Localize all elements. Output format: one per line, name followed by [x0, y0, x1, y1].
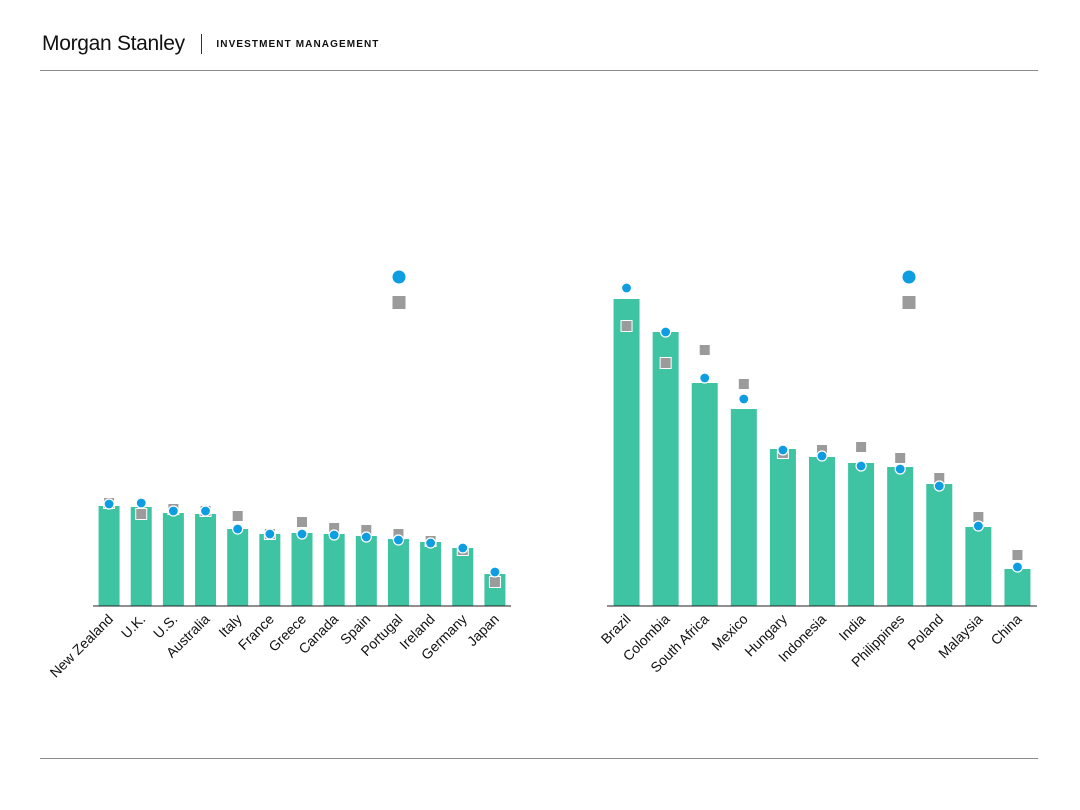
circle-marker [933, 480, 945, 492]
circle-marker [777, 444, 789, 456]
bar [887, 467, 914, 606]
circle-marker [699, 372, 711, 384]
x-tick-label: U.K. [118, 611, 149, 642]
x-tick-label: Malaysia [935, 611, 986, 662]
top-rule [40, 70, 1038, 71]
square-marker [620, 320, 633, 332]
circle-marker [972, 520, 984, 532]
circle-marker [457, 542, 469, 554]
header-tagline: INVESTMENT MANAGEMENT [216, 38, 380, 50]
bar [98, 506, 120, 606]
square-marker [296, 516, 308, 528]
square-marker [737, 378, 750, 390]
legend-square-marker [902, 296, 916, 309]
bar [259, 534, 281, 606]
square-marker [659, 357, 672, 369]
circle-marker [894, 463, 906, 475]
circle-marker [425, 537, 437, 549]
bar [452, 548, 474, 606]
legend-circle-marker [392, 270, 406, 284]
circle-marker [135, 497, 147, 509]
circle-marker [392, 534, 405, 546]
x-tick-label: New Zealand [47, 611, 117, 681]
square-marker [1011, 549, 1024, 561]
square-marker [698, 344, 711, 356]
circle-marker [360, 531, 372, 543]
bar [162, 513, 184, 606]
legend-circle-marker [902, 270, 916, 284]
header: Morgan Stanley INVESTMENT MANAGEMENT [42, 28, 380, 60]
bar [420, 542, 442, 606]
square-marker [855, 441, 868, 453]
square-marker [488, 576, 501, 588]
circle-marker [855, 460, 867, 472]
circle-marker [816, 450, 828, 462]
circle-marker [620, 282, 633, 294]
bar [387, 539, 409, 606]
bar [965, 527, 992, 606]
bar [195, 514, 217, 606]
legend-square-marker [392, 296, 406, 309]
circle-marker [296, 528, 308, 540]
bar [730, 409, 757, 606]
circle-marker [103, 498, 115, 510]
circle-marker [232, 523, 244, 535]
x-tick-label: Brazil [598, 611, 634, 647]
circle-marker [199, 505, 212, 517]
square-marker [894, 452, 907, 464]
bar [613, 299, 640, 606]
circle-marker [738, 393, 750, 405]
bar [809, 457, 835, 606]
circle-marker [328, 529, 340, 541]
bar [323, 534, 345, 606]
circle-marker [1011, 561, 1024, 573]
bottom-rule [40, 758, 1038, 759]
x-tick-label: China [987, 611, 1024, 648]
bar [926, 484, 953, 606]
circle-marker [264, 528, 276, 540]
bar [355, 536, 377, 606]
bar [691, 383, 718, 606]
bar [291, 533, 313, 606]
square-marker [231, 510, 244, 522]
bar [652, 332, 679, 606]
square-marker [135, 508, 148, 520]
circle-marker [489, 566, 501, 578]
bar [227, 529, 249, 606]
brand-logo: Morgan Stanley [42, 32, 185, 55]
bar [130, 507, 152, 606]
circle-marker [167, 505, 179, 517]
circle-marker [660, 326, 672, 338]
bar [1004, 569, 1031, 606]
x-tick-label: India [835, 611, 868, 644]
bar [769, 449, 796, 606]
bar [848, 463, 875, 606]
header-divider [200, 34, 203, 54]
x-tick-label: Japan [464, 611, 502, 649]
